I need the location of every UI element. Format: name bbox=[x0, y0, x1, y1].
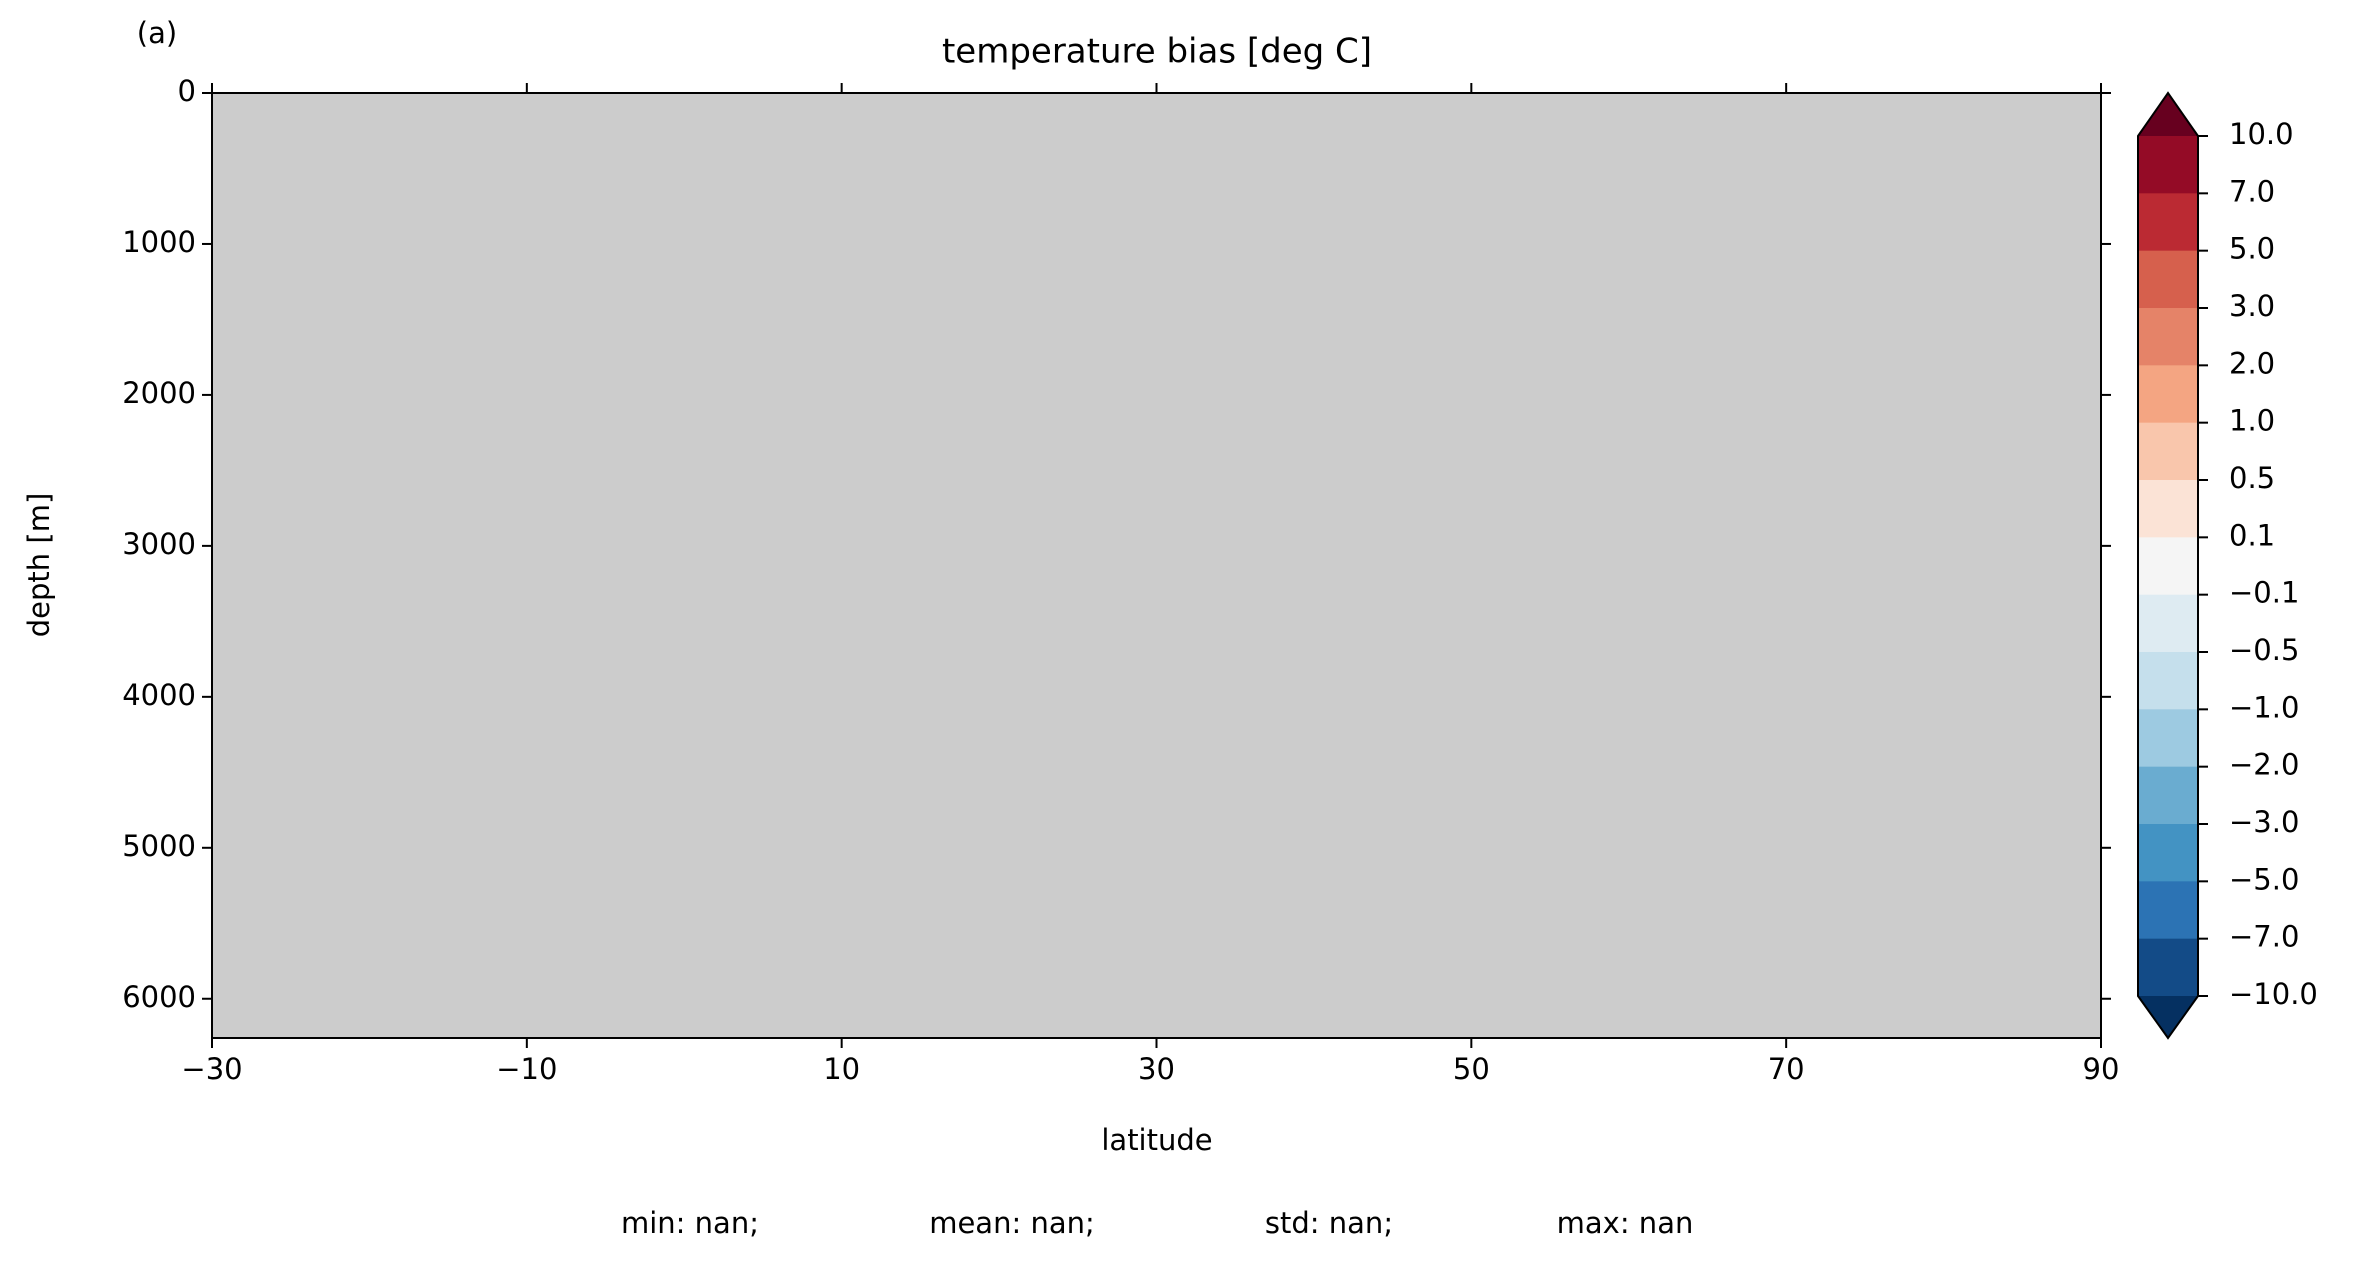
x-tick-label: −10 bbox=[496, 1052, 557, 1086]
stat-label: min: nan; bbox=[621, 1206, 759, 1240]
colorbar-band bbox=[2138, 537, 2198, 596]
x-axis-label: latitude bbox=[1101, 1123, 1212, 1157]
colorbar-tick-label: −3.0 bbox=[2229, 805, 2299, 839]
colorbar-tick-label: 10.0 bbox=[2229, 117, 2294, 151]
colorbar-band bbox=[2138, 365, 2198, 424]
colorbar-band bbox=[2138, 652, 2198, 710]
y-tick-label: 0 bbox=[178, 74, 196, 108]
stat-label: mean: nan; bbox=[929, 1206, 1095, 1240]
colorbar-band bbox=[2138, 308, 2198, 366]
colorbar-tick-label: 3.0 bbox=[2229, 289, 2275, 323]
x-tick-label: 10 bbox=[823, 1052, 860, 1086]
panel-label: (a) bbox=[137, 16, 177, 50]
stat-label: std: nan; bbox=[1265, 1206, 1393, 1240]
colorbar-tick-label: 5.0 bbox=[2229, 232, 2275, 266]
chart-title: temperature bias [deg C] bbox=[942, 32, 1372, 72]
colorbar-tick-label: −1.0 bbox=[2229, 690, 2299, 724]
x-tick-label: 90 bbox=[2083, 1052, 2120, 1086]
colorbar-tick-label: 0.5 bbox=[2229, 461, 2275, 495]
colorbar-extend-top bbox=[2138, 93, 2198, 136]
y-tick-label: 6000 bbox=[122, 980, 196, 1014]
colorbar-tick-label: −10.0 bbox=[2229, 977, 2318, 1011]
colorbar-band bbox=[2138, 250, 2198, 309]
y-tick-label: 2000 bbox=[122, 376, 196, 410]
colorbar-band bbox=[2138, 881, 2198, 940]
colorbar-tick-label: 7.0 bbox=[2229, 174, 2275, 208]
colorbar-tick-label: 0.1 bbox=[2229, 518, 2275, 552]
colorbar-band bbox=[2138, 824, 2198, 882]
colorbar-band bbox=[2138, 480, 2198, 538]
y-tick-label: 5000 bbox=[122, 829, 196, 863]
colorbar-tick-label: −2.0 bbox=[2229, 748, 2299, 782]
colorbar-band bbox=[2138, 709, 2198, 768]
stat-label: max: nan bbox=[1557, 1206, 1694, 1240]
colorbar-band bbox=[2138, 422, 2198, 481]
colorbar-tick-label: −5.0 bbox=[2229, 862, 2299, 896]
y-tick-label: 4000 bbox=[122, 678, 196, 712]
colorbar-band bbox=[2138, 136, 2198, 194]
plot-background bbox=[212, 93, 2101, 1038]
colorbar-band bbox=[2138, 594, 2198, 653]
colorbar-band bbox=[2138, 193, 2198, 252]
x-tick-label: 50 bbox=[1453, 1052, 1490, 1086]
colorbar-tick-label: −0.5 bbox=[2229, 633, 2299, 667]
y-tick-label: 3000 bbox=[122, 527, 196, 561]
y-axis-label: depth [m] bbox=[22, 493, 56, 638]
x-tick-label: 70 bbox=[1768, 1052, 1805, 1086]
y-tick-label: 1000 bbox=[122, 225, 196, 259]
colorbar-tick-label: −7.0 bbox=[2229, 920, 2299, 954]
colorbar-extend-bottom bbox=[2138, 996, 2198, 1038]
colorbar-band bbox=[2138, 938, 2198, 997]
colorbar-tick-label: 2.0 bbox=[2229, 346, 2275, 380]
colorbar-band bbox=[2138, 766, 2198, 825]
x-tick-label: 30 bbox=[1138, 1052, 1175, 1086]
x-tick-label: −30 bbox=[181, 1052, 242, 1086]
colorbar-tick-label: −0.1 bbox=[2229, 576, 2299, 610]
colorbar-tick-label: 1.0 bbox=[2229, 404, 2275, 438]
